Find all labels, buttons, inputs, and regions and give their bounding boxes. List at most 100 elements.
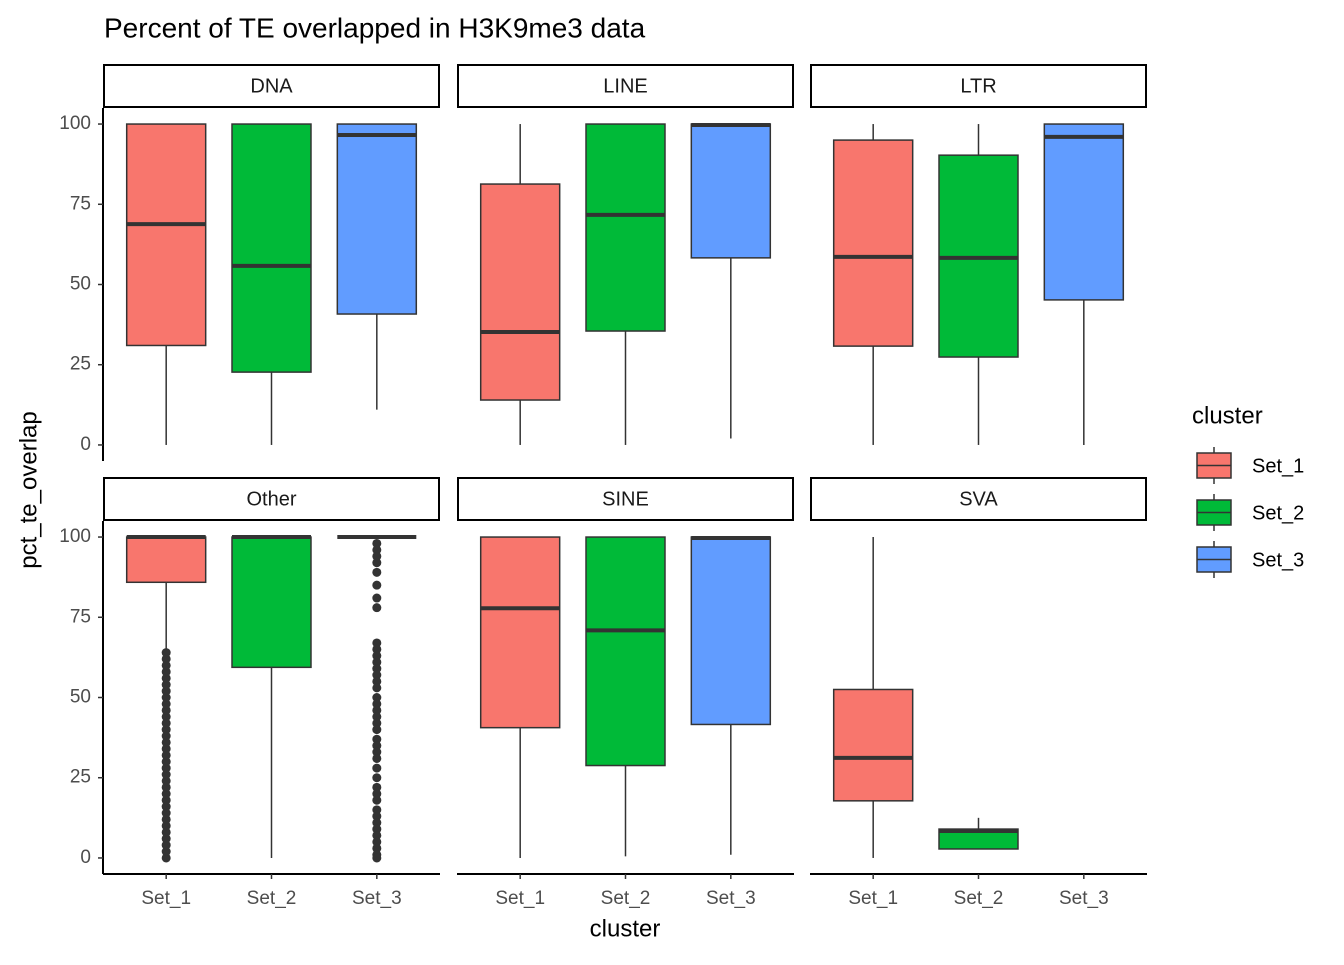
outlier [161,802,171,812]
box [231,123,312,373]
box [231,536,312,669]
x-tick-label: Set_1 [848,888,898,909]
outlier [161,763,171,773]
outlier [372,843,382,853]
outlier [372,664,382,674]
outlier [161,667,171,677]
legend-label: Set_1 [1252,455,1304,477]
outlier [161,808,171,818]
outlier [161,654,171,664]
facet-label: LINE [603,75,647,97]
outlier [372,830,382,840]
y-tick-label: 100 [59,526,91,547]
outlier [372,567,382,577]
y-tick-label: 75 [70,606,91,627]
outlier [161,686,171,696]
outlier [372,545,382,555]
outlier [161,725,171,735]
y-tick-label: 0 [80,847,91,868]
outlier [372,753,382,763]
outlier [161,699,171,709]
outlier [161,834,171,844]
outlier [161,648,171,658]
legend-title: cluster [1192,402,1263,429]
outlier [372,580,382,590]
facet-strip [103,64,440,108]
facet-strip [457,64,794,108]
x-tick-label: Set_3 [352,888,402,909]
box [125,123,207,347]
y-tick-label: 25 [70,354,91,375]
outlier [372,712,382,722]
x-axis-label: cluster [590,915,661,942]
outlier [372,795,382,805]
outlier [372,551,382,561]
outlier [372,763,382,773]
outlier [372,789,382,799]
x-tick-label: Set_3 [1059,888,1109,909]
outlier [372,699,382,709]
box [479,183,561,401]
x-tick-label: Set_1 [495,888,545,909]
facet-label: SINE [602,488,649,510]
outlier [372,593,382,603]
outlier [372,705,382,715]
outlier [161,827,171,837]
outlier [372,741,382,751]
x-tick-label: Set_2 [601,888,651,909]
outlier [372,747,382,757]
outlier [161,847,171,857]
outlier [161,770,171,780]
legend-label: Set_2 [1252,502,1304,524]
outlier [161,789,171,799]
chart-title: Percent of TE overlapped in H3K9me3 data [104,12,646,43]
box [336,123,418,315]
y-tick-label: 50 [70,687,91,708]
outlier [161,814,171,824]
outlier [161,680,171,690]
facet-strip [457,477,794,521]
outlier [161,660,171,670]
outlier [372,657,382,667]
outlier [161,731,171,741]
x-tick-label: Set_2 [247,888,297,909]
facet-label: DNA [250,75,293,97]
outlier [161,853,171,863]
box [1043,123,1125,301]
facet-strip [810,64,1147,108]
outlier [372,538,382,548]
outlier [161,776,171,786]
outlier [161,840,171,850]
box [690,536,772,726]
outlier [372,676,382,686]
outlier [161,757,171,767]
outlier [372,811,382,821]
y-tick-label: 75 [70,193,91,214]
outlier [372,837,382,847]
y-tick-label: 100 [59,113,91,134]
outlier [161,750,171,760]
box [832,139,914,347]
box [585,123,666,332]
box [690,123,772,259]
outlier [372,683,382,693]
outlier [372,824,382,834]
facet-label: Other [246,488,296,510]
facet-strip [810,477,1147,521]
box [832,688,914,802]
x-tick-label: Set_1 [141,888,191,909]
outlier [372,818,382,828]
y-tick-label: 50 [70,274,91,295]
facet-label: SVA [959,488,998,510]
facet-strip [103,477,440,521]
outlier [372,782,382,792]
outlier [372,603,382,613]
box [125,536,207,584]
outlier [372,670,382,680]
outlier [161,705,171,715]
facet-label: LTR [960,75,996,97]
outlier [372,718,382,728]
outlier [372,734,382,744]
y-axis-label: pct_te_overlap [15,411,42,568]
